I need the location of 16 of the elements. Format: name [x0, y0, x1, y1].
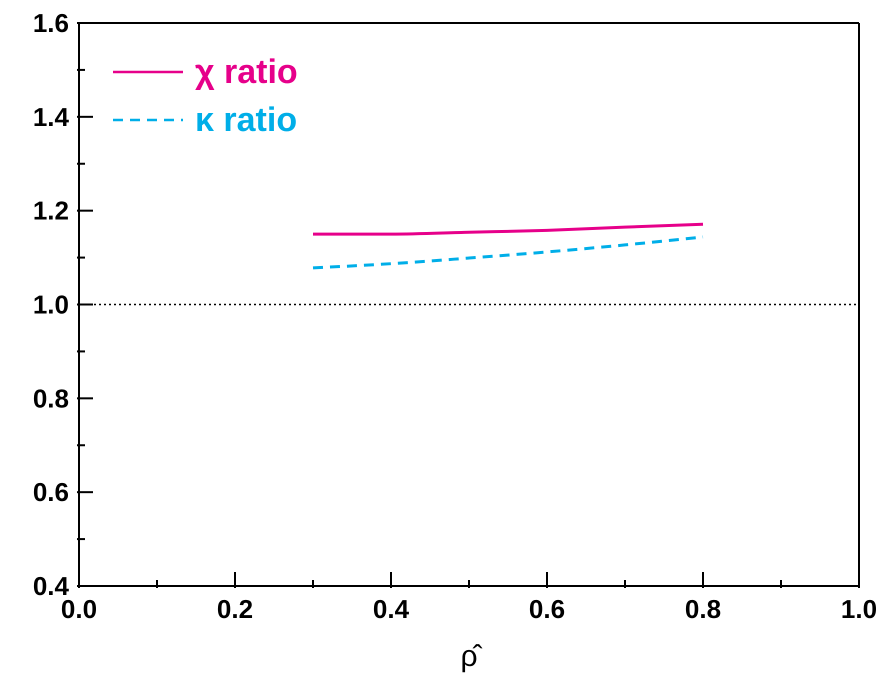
y-tick-label: 0.8 — [32, 383, 69, 414]
y-tick-label: 1.2 — [32, 196, 69, 226]
line-series — [312, 222, 704, 236]
x-tick-label: 0.8 — [684, 594, 722, 624]
y-tick-label: 1.4 — [32, 102, 70, 132]
y-tick-label: 1.0 — [32, 290, 69, 320]
x-tick-label: 0.6 — [528, 594, 566, 624]
line-series — [312, 235, 704, 270]
x-tick-label: 1.0 — [840, 594, 878, 624]
legend-label: κ ratio — [195, 100, 298, 140]
x-tick-label: 0.2 — [216, 594, 254, 624]
y-tick-label: 0.6 — [32, 477, 69, 508]
legend-label: χ ratio — [195, 52, 298, 92]
x-axis-title: ρ̂ — [460, 640, 483, 673]
y-tick-label: 1.6 — [32, 8, 69, 38]
x-tick-label: 0.4 — [372, 594, 410, 624]
